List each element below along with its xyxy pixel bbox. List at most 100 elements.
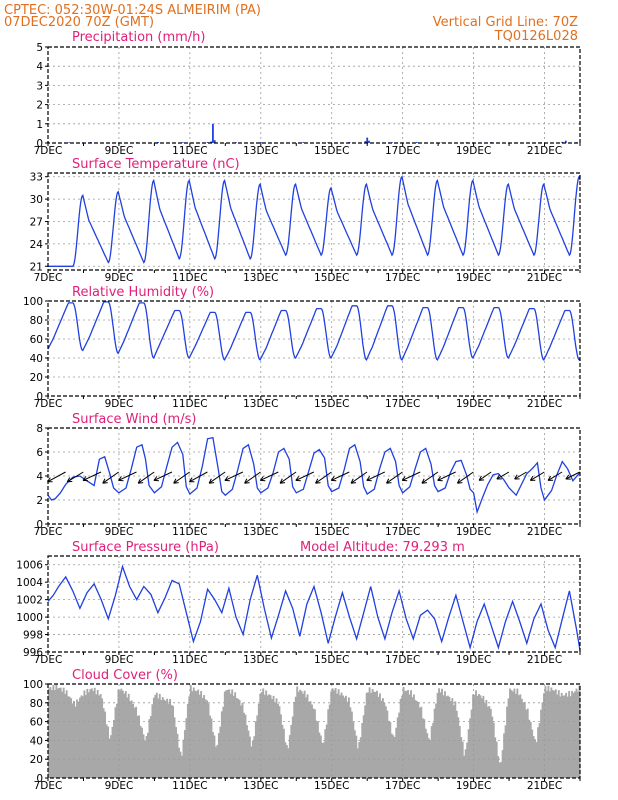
cloud-bar	[275, 698, 278, 778]
cloud-bar	[497, 756, 500, 778]
cloud-bar	[367, 692, 370, 778]
cloud-bar	[492, 722, 495, 778]
cloud-bar	[510, 690, 513, 778]
cloud-bar	[478, 693, 480, 778]
header-run-date: 07DEC2020 70Z (GMT)	[4, 15, 154, 30]
cloud-bar	[281, 724, 284, 778]
cloud-bar	[48, 688, 50, 778]
precipitation-frame	[47, 46, 581, 144]
cloud-bar	[149, 716, 152, 778]
ytick-label: 2	[36, 495, 43, 507]
precip-bar	[302, 142, 305, 143]
cloud-bar	[315, 720, 318, 778]
xtick-label: 19DEC	[456, 780, 491, 792]
cloud-bar	[260, 692, 263, 778]
cloud-bar	[386, 710, 389, 778]
xtick-label: 19DEC	[456, 145, 491, 157]
cloud-bar	[543, 693, 545, 778]
ytick-label: 1002	[16, 595, 43, 607]
xtick-label: 19DEC	[456, 398, 491, 410]
cloud-bar	[469, 718, 472, 778]
cloud-bar	[210, 718, 213, 778]
cloud-bar	[553, 690, 556, 778]
cloud-bar	[429, 739, 432, 778]
ytick-label: 30	[30, 194, 43, 206]
wind-arrow	[547, 471, 563, 481]
xtick-label: 11DEC	[172, 780, 207, 792]
cloud-bar	[473, 694, 476, 778]
precip-bar	[68, 142, 71, 143]
cloud-bar	[297, 691, 300, 778]
cloud-bar	[402, 687, 405, 778]
cloud-bar	[277, 703, 279, 778]
cloud-bar	[423, 719, 426, 778]
xtick-label: 19DEC	[456, 526, 491, 538]
xtick-label: 7DEC	[34, 780, 63, 792]
ytick-label: 20	[30, 754, 43, 766]
ytick-label: 4	[36, 471, 43, 483]
cloud-bar	[240, 705, 242, 778]
cloud-bar	[225, 690, 228, 778]
cloud-bar	[343, 697, 346, 778]
cloud-bar	[209, 715, 211, 778]
cloud-bar	[399, 698, 402, 778]
pres-line	[47, 564, 581, 651]
xtick-label: 7DEC	[34, 654, 63, 666]
precip-bar	[564, 140, 567, 143]
cloud-bar	[231, 689, 234, 778]
cloud-bar	[563, 695, 566, 778]
cloud-bar	[389, 721, 392, 778]
cloud-bar	[427, 738, 430, 778]
wind-arrow	[478, 471, 492, 481]
cloud-bar	[314, 709, 316, 778]
cloud-bar	[133, 707, 136, 778]
cloud-title: Cloud Cover (%)	[72, 668, 178, 683]
cloud-bar	[418, 707, 421, 778]
cloud-bar	[398, 712, 401, 778]
cloud-bar	[540, 709, 542, 778]
cloud-bar	[285, 745, 288, 778]
cloud-bar	[495, 741, 498, 778]
cloud-bar	[288, 735, 291, 778]
cloud-bar	[121, 690, 124, 778]
cloud-bar	[164, 700, 167, 778]
cloud-bar	[223, 691, 226, 778]
xtick-label: 13DEC	[243, 526, 278, 538]
cloud-bar	[113, 720, 115, 778]
cloud-bar	[93, 687, 96, 778]
cloud-bar	[68, 696, 71, 778]
ytick-label: 0	[36, 519, 43, 531]
cloud-bar	[550, 687, 553, 778]
cloud-bar	[411, 697, 414, 778]
ytick-label: 2	[36, 100, 43, 112]
ytick-label: 24	[30, 239, 44, 251]
cloud-bar	[377, 696, 380, 778]
humidity-line	[47, 301, 581, 362]
cloud-bar	[268, 694, 271, 778]
cloud-bar	[380, 700, 383, 778]
cloud-bar	[226, 689, 229, 778]
cloud-bar	[250, 746, 253, 778]
precip-bar	[366, 137, 369, 143]
cloud-bar	[565, 692, 568, 778]
pressure-title: Surface Pressure (hPa)	[72, 540, 219, 555]
precip-bar	[391, 142, 393, 143]
cloud-bar	[83, 690, 86, 778]
cloud-bar	[117, 689, 120, 778]
ytick-label: 100	[23, 296, 43, 308]
cloud-bar	[455, 710, 458, 778]
temperature-title: Surface Temperature (nC)	[72, 157, 240, 172]
cloud-bar	[452, 705, 455, 778]
precip-bar	[415, 142, 418, 143]
ytick-label: 100	[23, 679, 43, 691]
precip-bar	[181, 142, 184, 143]
ytick-label: 0	[36, 138, 43, 150]
cloud-bar	[232, 695, 235, 778]
cloud-bar	[569, 696, 572, 778]
cloud-bar	[408, 694, 411, 778]
wind-arrow	[188, 471, 208, 483]
wind-arrow	[118, 471, 137, 482]
cloud-bar	[123, 693, 126, 778]
cloud-bar	[390, 733, 393, 778]
cloud-bar	[90, 688, 93, 778]
